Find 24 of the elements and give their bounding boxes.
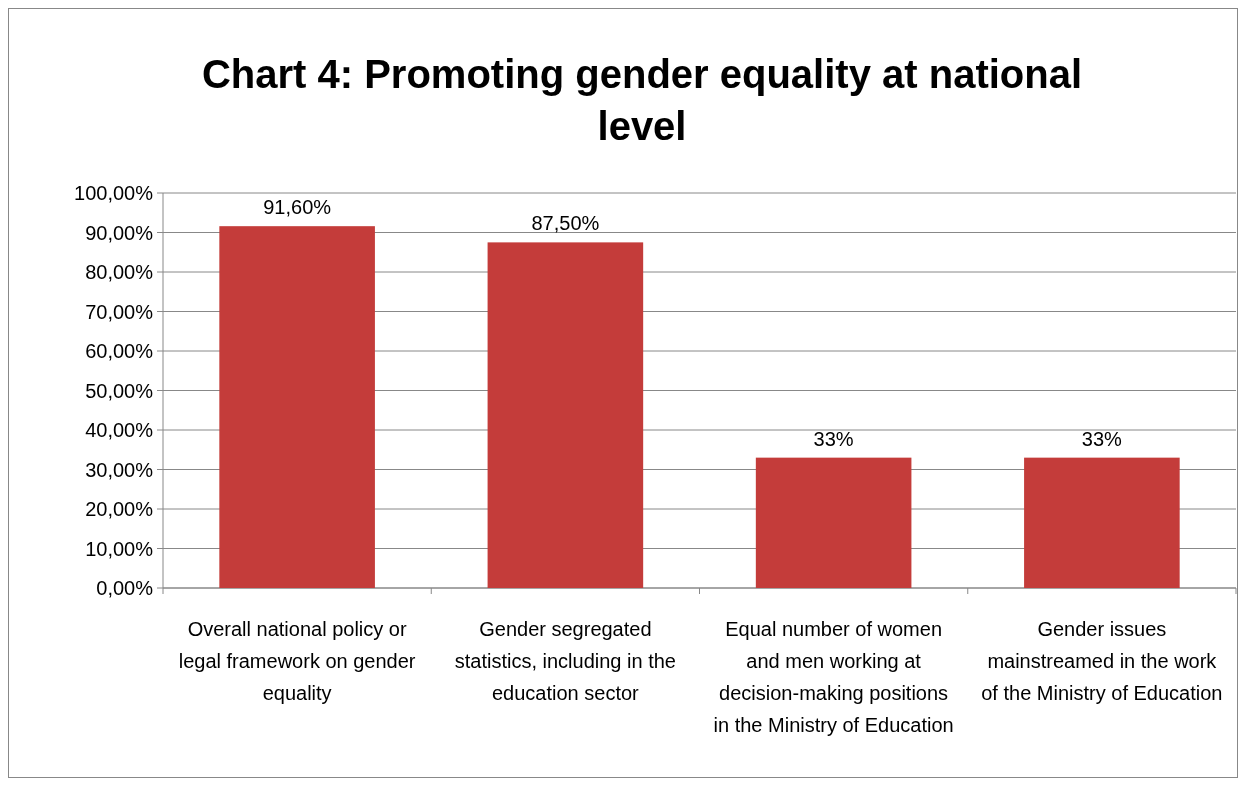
data-label: 33%	[1081, 427, 1123, 450]
chart-title: Chart 4: Promoting gender equality at national level	[201, 52, 1083, 148]
data-label: 33%	[813, 427, 854, 450]
y-tick-label: 100,00%	[74, 182, 154, 204]
y-tick-label: 90,00%	[85, 221, 154, 244]
y-tick-label: 10,00%	[85, 537, 154, 560]
y-tick-label: 50,00%	[85, 379, 154, 402]
bar	[219, 226, 375, 588]
bar	[487, 242, 644, 588]
bar	[755, 457, 912, 588]
x-tick-label: Gender segregated statistics, including in the education sector	[454, 618, 676, 704]
bar	[1024, 457, 1180, 588]
y-tick-label: 60,00%	[85, 340, 154, 362]
y-tick-label: 30,00%	[85, 458, 154, 481]
y-tick-label: 80,00%	[85, 261, 154, 283]
y-tick-label: 20,00%	[85, 498, 154, 520]
y-tick-label: 70,00%	[85, 300, 154, 323]
x-tick-label: Overall national policy or legal framework on gender equality	[178, 618, 416, 704]
data-label: 87,50%	[531, 212, 600, 235]
x-tick-label: Gender issues mainstreamed in the work of the Ministry of Education	[981, 618, 1223, 704]
data-label: 91,60%	[263, 196, 332, 219]
x-tick-label: Equal number of women and men working at decision-making positions in the Ministry of Education	[713, 618, 954, 736]
y-tick-label: 0,00%	[96, 577, 154, 599]
y-tick-label: 40,00%	[85, 419, 154, 441]
